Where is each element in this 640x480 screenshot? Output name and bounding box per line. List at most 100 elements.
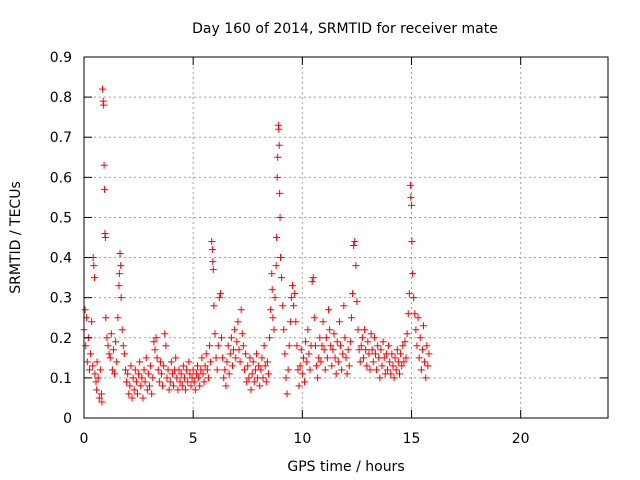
data-point bbox=[112, 338, 120, 346]
data-point bbox=[152, 334, 160, 342]
data-point bbox=[155, 378, 163, 386]
data-point bbox=[397, 350, 405, 358]
data-point bbox=[255, 362, 263, 370]
data-point bbox=[142, 354, 150, 362]
data-point bbox=[309, 274, 317, 282]
data-point bbox=[138, 374, 146, 382]
data-point bbox=[115, 282, 123, 290]
data-point bbox=[275, 141, 283, 149]
data-point bbox=[189, 366, 197, 374]
data-point bbox=[340, 302, 348, 310]
data-point bbox=[131, 366, 139, 374]
data-point bbox=[116, 250, 124, 258]
data-point bbox=[414, 314, 422, 322]
data-point bbox=[104, 342, 112, 350]
data-point bbox=[160, 362, 168, 370]
data-point bbox=[423, 342, 431, 350]
data-point bbox=[371, 350, 379, 358]
data-point bbox=[98, 398, 106, 406]
data-point bbox=[202, 350, 210, 358]
data-point bbox=[322, 334, 330, 342]
data-point bbox=[252, 350, 260, 358]
data-point bbox=[192, 370, 200, 378]
data-point bbox=[211, 330, 219, 338]
data-point bbox=[91, 370, 99, 378]
data-point bbox=[221, 366, 229, 374]
data-point bbox=[276, 189, 284, 197]
data-point bbox=[261, 362, 269, 370]
data-point bbox=[167, 358, 175, 366]
data-point bbox=[132, 378, 140, 386]
data-point bbox=[109, 346, 117, 354]
data-point bbox=[182, 386, 190, 394]
data-point bbox=[411, 310, 419, 318]
data-point bbox=[280, 326, 288, 334]
data-point bbox=[153, 354, 161, 362]
data-point bbox=[209, 266, 217, 274]
data-point bbox=[323, 354, 331, 362]
data-point bbox=[275, 125, 283, 133]
data-point bbox=[103, 334, 111, 342]
data-point bbox=[355, 346, 363, 354]
data-point bbox=[330, 330, 338, 338]
data-point bbox=[274, 153, 282, 161]
data-point bbox=[111, 370, 119, 378]
data-point bbox=[263, 358, 271, 366]
data-point bbox=[303, 358, 311, 366]
data-point bbox=[206, 342, 214, 350]
data-point bbox=[379, 338, 387, 346]
data-point bbox=[321, 366, 329, 374]
data-point bbox=[326, 326, 334, 334]
data-point bbox=[378, 362, 386, 370]
data-point bbox=[246, 354, 254, 362]
data-point bbox=[402, 354, 410, 362]
data-point bbox=[200, 378, 208, 386]
data-point bbox=[256, 382, 264, 390]
data-point bbox=[415, 354, 423, 362]
data-point bbox=[272, 262, 280, 270]
data-point bbox=[118, 326, 126, 334]
data-point bbox=[293, 342, 301, 350]
data-point bbox=[187, 382, 195, 390]
data-point bbox=[406, 181, 414, 189]
plot-frame bbox=[83, 56, 609, 419]
data-point bbox=[235, 346, 243, 354]
data-point bbox=[119, 342, 127, 350]
data-point bbox=[412, 326, 420, 334]
data-point bbox=[172, 354, 180, 362]
data-point bbox=[304, 326, 312, 334]
data-point bbox=[262, 378, 270, 386]
data-point bbox=[318, 342, 326, 350]
data-point bbox=[242, 350, 250, 358]
data-point bbox=[225, 370, 233, 378]
data-point bbox=[363, 362, 371, 370]
data-point bbox=[158, 370, 166, 378]
data-point bbox=[248, 370, 256, 378]
data-point bbox=[257, 366, 265, 374]
data-point bbox=[156, 358, 164, 366]
data-point bbox=[226, 350, 234, 358]
data-point bbox=[385, 342, 393, 350]
data-point bbox=[346, 338, 354, 346]
data-point bbox=[239, 342, 247, 350]
data-point bbox=[93, 358, 101, 366]
data-point bbox=[291, 290, 299, 298]
data-point bbox=[197, 366, 205, 374]
data-point bbox=[276, 213, 284, 221]
data-point bbox=[82, 342, 90, 350]
data-point bbox=[127, 362, 135, 370]
data-point bbox=[184, 378, 192, 386]
data-point bbox=[362, 346, 370, 354]
data-point bbox=[105, 350, 113, 358]
data-point bbox=[356, 358, 364, 366]
data-point bbox=[183, 366, 191, 374]
data-point bbox=[298, 370, 306, 378]
data-point bbox=[387, 370, 395, 378]
data-point bbox=[210, 302, 218, 310]
data-point bbox=[222, 382, 230, 390]
data-point bbox=[333, 338, 341, 346]
data-point bbox=[342, 354, 350, 362]
data-point bbox=[209, 258, 217, 266]
data-point bbox=[393, 346, 401, 354]
data-point bbox=[316, 334, 324, 342]
